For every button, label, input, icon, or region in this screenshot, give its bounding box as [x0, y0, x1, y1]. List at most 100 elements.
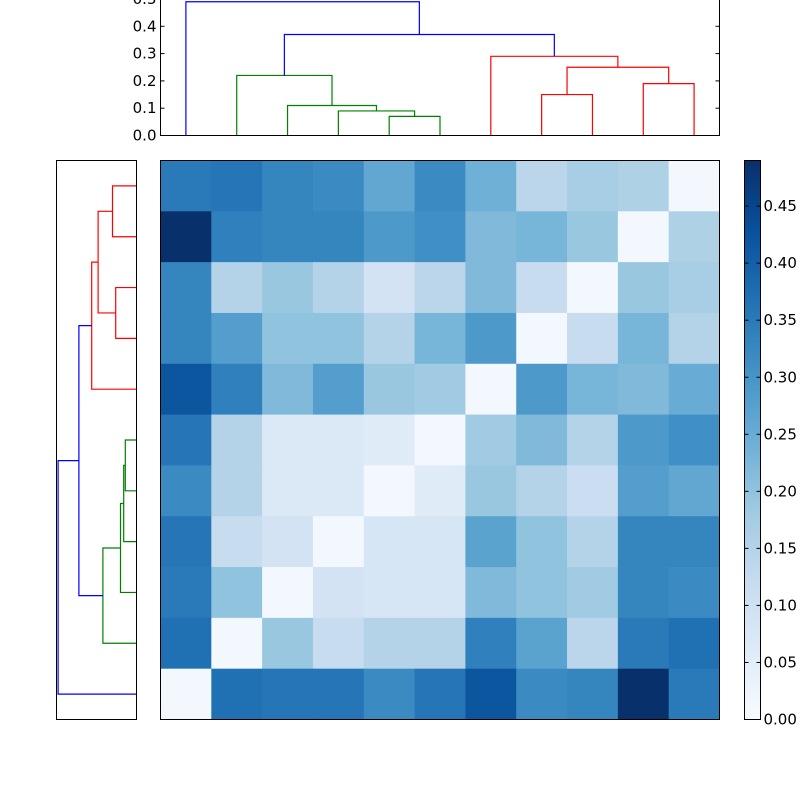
heatmap-cell — [516, 160, 568, 212]
heatmap-cell — [465, 516, 517, 568]
heatmap-cell — [363, 617, 415, 670]
top-dendrogram-tick-label: 0.4 — [133, 17, 157, 35]
heatmap-cell — [414, 262, 466, 314]
heatmap-cell — [516, 262, 568, 314]
heatmap-cell — [668, 312, 720, 365]
heatmap-cell — [160, 567, 212, 619]
heatmap-cell — [211, 363, 263, 415]
heatmap-cell — [160, 363, 212, 415]
left-dendrogram-links — [57, 185, 137, 695]
heatmap-cell — [617, 262, 670, 314]
colorbar-tick-label: 0.45 — [764, 197, 797, 215]
heatmap-cell — [312, 262, 365, 314]
heatmap-cell — [465, 211, 517, 263]
heatmap-cell — [312, 160, 365, 212]
heatmap-cell — [414, 465, 466, 517]
heatmap-cell — [160, 465, 212, 517]
heatmap-cell — [617, 668, 670, 720]
heatmap-cell — [160, 617, 212, 670]
heatmap-cell — [617, 312, 670, 365]
top-dendrogram: 0.0 0.1 0.2 0.3 0.4 0.5 — [133, 0, 720, 145]
heatmap-cell — [516, 617, 568, 670]
heatmap-cell — [363, 516, 415, 568]
heatmap-cell — [567, 262, 619, 314]
heatmap-cell — [414, 516, 466, 568]
heatmap-cell — [363, 567, 415, 619]
heatmap-cell — [312, 211, 365, 263]
heatmap-cell — [668, 363, 720, 415]
heatmap-cell — [363, 414, 415, 466]
heatmap-cell — [465, 414, 517, 466]
heatmap-cell — [312, 363, 365, 415]
heatmap-cell — [160, 312, 212, 365]
heatmap-cell — [617, 160, 670, 212]
heatmap-cell — [567, 312, 619, 365]
heatmap-cell — [211, 617, 263, 670]
colorbar-tick-label: 0.00 — [764, 711, 797, 729]
heatmap-cell — [312, 567, 365, 619]
colorbar-gradient — [744, 160, 761, 720]
heatmap-cell — [465, 465, 517, 517]
heatmap-cell — [363, 465, 415, 517]
heatmap-cell — [414, 160, 466, 212]
heatmap-cell — [668, 414, 720, 466]
top-dendrogram-tick-label: 0.5 — [133, 0, 157, 8]
heatmap-cell — [160, 516, 212, 568]
heatmap-cell — [414, 363, 466, 415]
heatmap-cell — [668, 262, 720, 314]
heatmap-cell — [567, 160, 619, 212]
heatmap-cell — [465, 567, 517, 619]
heatmap-cell — [262, 465, 314, 517]
heatmap-cell — [668, 567, 720, 619]
left-dendrogram-link — [57, 460, 137, 695]
heatmap-cell — [211, 312, 263, 365]
heatmap-cell — [567, 617, 619, 670]
heatmap-cell — [617, 363, 670, 415]
heatmap-cell — [516, 211, 568, 263]
left-dendrogram-frame — [56, 160, 137, 720]
heatmap-cell — [312, 414, 365, 466]
colorbar-tick-label: 0.35 — [764, 311, 797, 329]
heatmap-cell — [262, 262, 314, 314]
colorbar-tick-label: 0.40 — [764, 254, 797, 272]
heatmap-cell — [160, 211, 212, 263]
top-dendrogram-frame — [160, 0, 720, 136]
heatmap-cell — [617, 465, 670, 517]
heatmap-cell — [465, 262, 517, 314]
heatmap-cell — [567, 668, 619, 720]
heatmap-cell — [567, 414, 619, 466]
heatmap-cell — [567, 567, 619, 619]
heatmap-cell — [516, 465, 568, 517]
heatmap-cell — [414, 312, 466, 365]
heatmap-cell — [617, 414, 670, 466]
heatmap-cell — [211, 567, 263, 619]
heatmap-cell — [312, 617, 365, 670]
heatmap-cell — [516, 567, 568, 619]
heatmap-cell — [211, 262, 263, 314]
heatmap-cell — [516, 516, 568, 568]
heatmap-cell — [262, 211, 314, 263]
heatmap-matrix — [160, 160, 720, 720]
heatmap-cell — [465, 312, 517, 365]
heatmap-cell — [363, 211, 415, 263]
colorbar: 0.00 0.05 0.10 0.15 0.20 0.25 0.30 0.35 0.40 0.45 — [744, 160, 797, 729]
heatmap-cell — [465, 617, 517, 670]
colorbar-tick-label: 0.30 — [764, 368, 797, 386]
heatmap-cell — [262, 363, 314, 415]
heatmap-cell — [516, 668, 568, 720]
heatmap-cell — [617, 617, 670, 670]
colorbar-tick-label: 0.10 — [764, 596, 797, 614]
heatmap-cell — [617, 516, 670, 568]
heatmap-cell — [567, 211, 619, 263]
heatmap-cell — [211, 211, 263, 263]
heatmap-cell — [668, 617, 720, 670]
heatmap-cell — [567, 516, 619, 568]
heatmap-cell — [414, 414, 466, 466]
heatmap-cell — [312, 516, 365, 568]
heatmap-cell — [363, 262, 415, 314]
heatmap-cell — [465, 668, 517, 720]
heatmap-cell — [211, 414, 263, 466]
heatmap-cell — [465, 160, 517, 212]
colorbar-tick-label: 0.20 — [764, 482, 797, 500]
